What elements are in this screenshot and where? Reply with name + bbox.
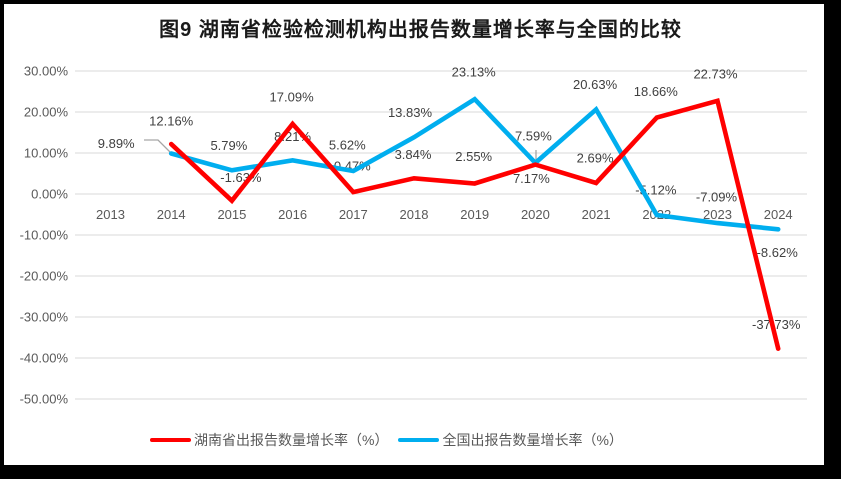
data-label: 7.59% bbox=[515, 128, 552, 143]
y-axis-tick-label: 30.00% bbox=[24, 64, 69, 79]
legend-item-national: 全国出报告数量增长率（%） bbox=[398, 430, 623, 450]
y-axis-tick-label: 10.00% bbox=[24, 146, 69, 161]
legend: 湖南省出报告数量增长率（%） 全国出报告数量增长率（%） bbox=[150, 429, 623, 451]
data-label: 9.89% bbox=[98, 136, 135, 151]
x-axis-year-label: 2017 bbox=[339, 207, 368, 222]
x-axis-year-label: 2020 bbox=[521, 207, 550, 222]
data-label: 20.63% bbox=[573, 77, 618, 92]
x-axis-year-label: 2024 bbox=[764, 207, 793, 222]
data-label: 2.69% bbox=[577, 151, 614, 166]
data-label: 2.55% bbox=[455, 149, 492, 164]
national-line-swatch bbox=[398, 437, 440, 443]
x-axis-year-label: 2021 bbox=[582, 207, 611, 222]
y-axis-tick-label: -20.00% bbox=[20, 269, 69, 284]
y-axis-tick-label: -50.00% bbox=[20, 392, 69, 407]
chart-title: 图9 湖南省检验检测机构出报告数量增长率与全国的比较 bbox=[159, 19, 682, 41]
data-label: 13.83% bbox=[388, 105, 433, 120]
data-label: 5.79% bbox=[210, 138, 247, 153]
y-axis-tick-label: 20.00% bbox=[24, 105, 69, 120]
y-axis-tick-label: -10.00% bbox=[20, 228, 69, 243]
legend-label-national: 全国出报告数量增长率（%） bbox=[442, 432, 623, 448]
legend-item-hunan: 湖南省出报告数量增长率（%） bbox=[150, 430, 388, 450]
y-axis-tick-label: -40.00% bbox=[20, 351, 69, 366]
data-label: 22.73% bbox=[693, 66, 738, 81]
data-label: -7.09% bbox=[696, 190, 738, 205]
series-line-hunan bbox=[168, 97, 781, 352]
data-label: 3.84% bbox=[395, 147, 432, 162]
data-label: 12.16% bbox=[149, 114, 194, 129]
y-axis-tick-label: -30.00% bbox=[20, 310, 69, 325]
label-leader-line bbox=[144, 139, 171, 153]
data-label: 7.17% bbox=[513, 171, 550, 186]
y-axis-tick-label: 0.00% bbox=[31, 187, 68, 202]
data-label: 17.09% bbox=[270, 89, 315, 104]
x-axis-year-label: 2019 bbox=[460, 207, 489, 222]
data-label: 18.66% bbox=[634, 84, 679, 99]
x-axis-year-label: 2014 bbox=[157, 207, 186, 222]
hunan-line-swatch bbox=[150, 437, 191, 443]
data-label: -37.73% bbox=[752, 317, 801, 332]
x-axis-year-label: 2015 bbox=[217, 207, 246, 222]
x-axis-year-label: 2016 bbox=[278, 207, 307, 222]
data-label: 5.62% bbox=[329, 138, 366, 153]
data-label: 23.13% bbox=[452, 65, 497, 80]
x-axis-year-label: 2023 bbox=[703, 207, 732, 222]
x-axis-year-label: 2018 bbox=[400, 207, 429, 222]
x-axis-year-label: 2013 bbox=[96, 207, 125, 222]
legend-label-hunan: 湖南省出报告数量增长率（%） bbox=[194, 432, 389, 448]
data-label: -8.62% bbox=[757, 245, 799, 260]
series-line-national bbox=[168, 96, 781, 232]
